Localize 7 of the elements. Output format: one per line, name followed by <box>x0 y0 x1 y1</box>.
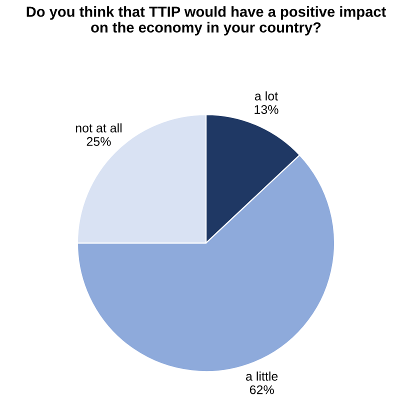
data-label: 13% <box>254 105 278 114</box>
data-label: 62% <box>250 385 274 394</box>
slice-label: a little <box>246 372 278 381</box>
slice-label: not at all <box>76 123 122 132</box>
chart-title: Do you think that TTIP would have a positive impact on the economy in your country? <box>26 6 386 36</box>
slice-label: a lot <box>254 91 278 100</box>
data-label: 25% <box>86 137 111 146</box>
